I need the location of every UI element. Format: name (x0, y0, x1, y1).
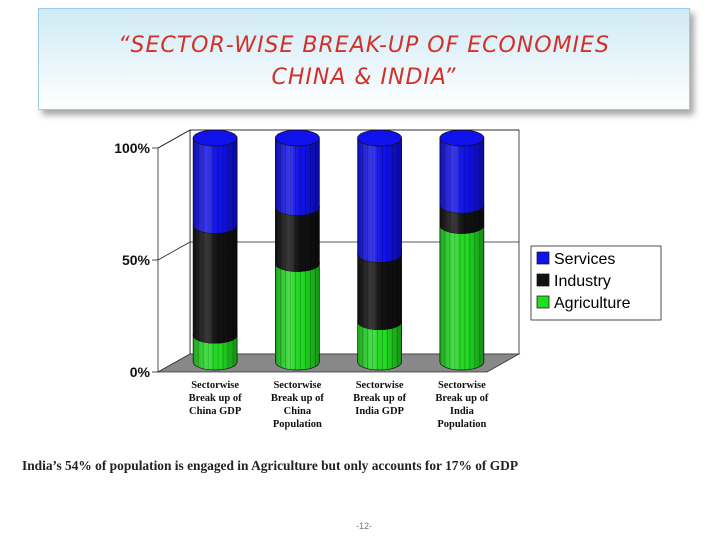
legend-swatch-industry (536, 273, 550, 287)
page-number: -12- (355, 521, 372, 531)
x-tick-label-line: Break up of (353, 393, 406, 404)
bar-shading (275, 138, 320, 216)
x-tick-label: Sectorwise Break up of India GDP (353, 380, 406, 417)
bar-shading (357, 254, 402, 330)
x-tick-label-line: Sectorwise (191, 380, 239, 391)
cylinder-bar (357, 129, 402, 371)
x-tick-label-line: India GDP (355, 406, 404, 417)
x-axis-labels: Sectorwise Break up of China GDPSectorwise… (189, 380, 489, 430)
x-tick-label: Sectorwise Break up of China GDP (189, 380, 242, 417)
bar-shading (357, 138, 402, 263)
bar-shading (193, 138, 238, 234)
y-tick-label: 50% (122, 252, 151, 268)
bar-shading (439, 138, 484, 214)
bar-shading (439, 225, 484, 370)
gridline (157, 129, 191, 149)
slide-title-line-1: “SECTOR-WISE BREAK-UP OF ECONOMIES (118, 33, 610, 58)
x-tick-label-line: Population (273, 419, 322, 430)
title-box: “SECTOR-WISE BREAK-UP OF ECONOMIES CHINA… (38, 8, 690, 110)
x-tick-label-line: Sectorwise (438, 380, 486, 391)
y-axis: 0% 50% 100% (114, 140, 158, 380)
gridline (157, 241, 191, 261)
slide-title-line-2: CHINA & INDIA” (271, 65, 457, 90)
x-tick-label-line: Population (437, 419, 486, 430)
bar-top-cap (439, 129, 485, 147)
legend-box (530, 245, 662, 321)
x-tick-label-line: Break up of (435, 393, 488, 404)
cylinder-bar (439, 129, 485, 371)
legend-label-services: Services (554, 251, 615, 268)
cylinder-bar (275, 129, 320, 371)
cylinder-bar (192, 129, 238, 371)
x-tick-label-line: Break up of (189, 393, 242, 404)
y-tick-label: 100% (114, 140, 150, 156)
x-tick-label: Sectorwise Break up of India Population (435, 380, 488, 430)
bar-shading (193, 225, 238, 344)
x-tick-label-line: Sectorwise (273, 380, 321, 391)
y-tick-label: 0% (130, 364, 151, 380)
bar-shading (275, 207, 320, 272)
bar-top-cap (275, 129, 320, 147)
x-tick-label-line: Break up of (271, 393, 324, 404)
chart-floor (156, 353, 521, 373)
x-tick-label-line: China GDP (189, 406, 242, 417)
legend-label-industry: Industry (554, 273, 611, 290)
legend-label-agriculture: Agriculture (554, 295, 631, 312)
x-tick-label: Sectorwise Break up of China Population (271, 380, 324, 430)
caption-text: India’s 54% of population is engaged in … (22, 458, 519, 473)
bar-top-cap (357, 129, 402, 147)
legend-swatch-agriculture (536, 295, 550, 309)
bar-shading (193, 335, 238, 370)
bar-top-cap (192, 129, 238, 147)
legend: Services Industry Agriculture (530, 245, 662, 321)
x-tick-label-line: India (450, 406, 475, 417)
x-tick-label-line: China (284, 406, 312, 417)
bars (192, 129, 485, 371)
chart-area: 0% 50% 100% Sectorwise Break up of China GDP… (114, 129, 662, 430)
x-tick-label-line: Sectorwise (356, 380, 404, 391)
bar-shading (275, 263, 320, 370)
legend-swatch-services (536, 251, 550, 265)
bar-shading (357, 321, 402, 370)
